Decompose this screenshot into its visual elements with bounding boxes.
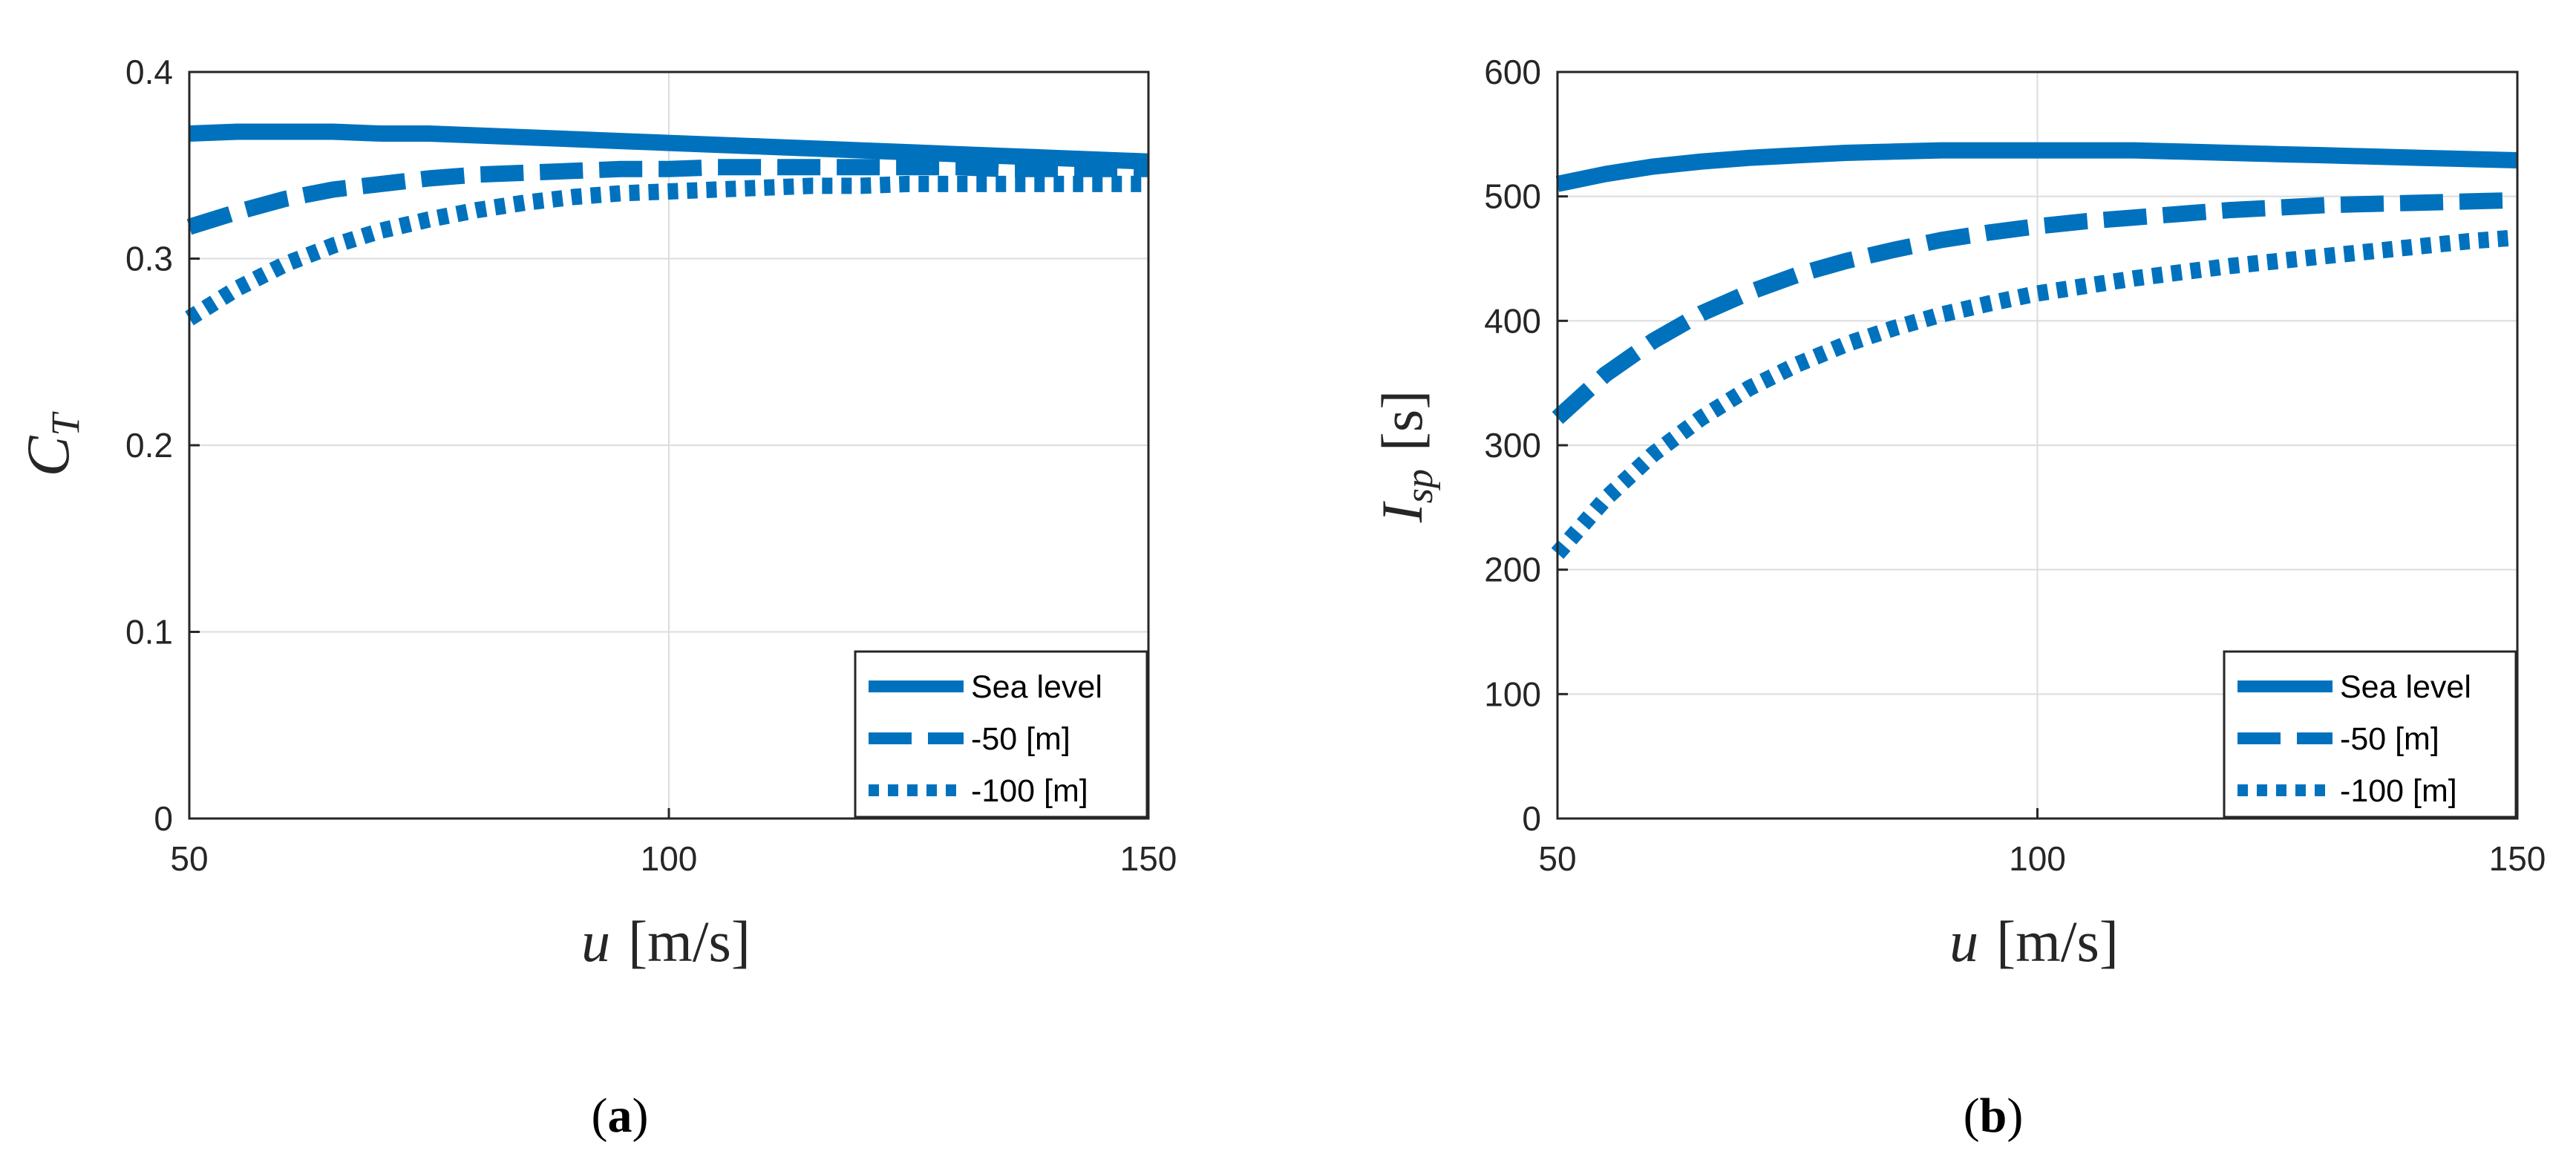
panel-a-legend: Sea level -50 [m] -100 [m] [854,650,1148,819]
panel-b-series [1551,142,2518,560]
panel-b-y-tick-label: 400 [1484,301,1541,340]
panel-b-series-line-2 [1552,191,2518,424]
panel-b-x-tick-label: 50 [1538,839,1576,878]
panel-b-y-tick-label: 0 [1522,799,1541,838]
panel-b-y-var: I [1370,500,1434,523]
panel-a-legend-label: -50 [m] [971,721,1070,757]
panel-a-y-tick-labels: 0 0.1 0.2 0.3 0.4 [125,53,173,838]
panel-a-caption: (a) [592,1089,649,1143]
panel-b-caption: (b) [1964,1089,2024,1143]
panel-b-legend-label: -50 [m] [2340,721,2439,757]
panel-a-x-tick-label: 150 [1120,839,1177,878]
panel-a-series-line-3 [185,175,1148,326]
panel-a-series-line-2 [186,159,1148,235]
panel-a-y-tick-label: 0.1 [125,613,173,652]
panel-b-plot-frame [1556,70,2519,820]
panel-b-x-var: u [1949,909,1978,974]
panel-b-legend-label: Sea level [2340,669,2471,705]
panel-b-y-tick-label: 200 [1484,551,1541,589]
panel-b-y-tick-label: 500 [1484,177,1541,216]
panel-a-legend-label: Sea level [971,669,1102,705]
panel-a-x-var: u [581,909,610,974]
panel-a-y-tick-label: 0.4 [125,53,173,91]
panel-a-caption-letter: a [608,1089,632,1143]
panel-a-y-var: C [14,435,82,476]
panel-a-y-tick-label: 0.3 [125,240,173,278]
panel-b-y-tick-label: 100 [1484,675,1541,713]
panel-a-series [185,123,1149,326]
panel-a-y-tick-label: 0 [154,799,173,838]
panel-b-x-tick-labels: 50 100 150 [1538,839,2546,878]
panel-b-legend-label: -100 [m] [2340,773,2457,809]
panel-b-y-axis-label: Isp [s] [1370,390,1441,524]
panel-b-y-sub: sp [1399,469,1441,503]
panel-b-y-unit: [s] [1370,390,1434,451]
panel-b-x-tick-label: 100 [2009,839,2066,878]
panel-b-x-axis-label: u [m/s] [1949,909,2119,974]
panel-a-x-tick-label: 100 [641,839,698,878]
panel-a-y-axis-label: CT [14,411,88,477]
panel-b-x-unit: [m/s] [1996,909,2119,974]
panel-b-chart: 50 100 150 0 100 200 300 400 500 600 u [m/s] Isp [… [1370,53,2546,1143]
panel-a-series-line-1 [189,123,1149,170]
panel-b-caption-letter: b [1980,1089,2007,1143]
panel-b-series-line-3 [1551,229,2518,560]
panel-b-legend: Sea level -50 [m] -100 [m] [2223,650,2517,819]
panel-a-legend-label: -100 [m] [971,773,1088,809]
panel-b-x-tick-label: 150 [2489,839,2546,878]
panel-a-chart: 50 100 150 0 0.1 0.2 0.3 0.4 u [m/s] CT Sea lev… [14,53,1177,1143]
panel-a-x-tick-label: 50 [170,839,208,878]
panel-a-x-axis-label: u [m/s] [581,909,751,974]
panel-b-y-tick-label: 600 [1484,53,1541,91]
panel-a-x-unit: [m/s] [628,909,751,974]
panel-b-series-line-1 [1555,142,2518,192]
panel-a-x-tick-labels: 50 100 150 [170,839,1177,878]
panel-b-y-tick-label: 300 [1484,426,1541,465]
panel-a-y-tick-label: 0.2 [125,426,173,465]
panel-a-plot-frame [188,70,1150,820]
panel-a-y-sub: T [43,411,88,436]
panel-b-y-tick-labels: 0 100 200 300 400 500 600 [1484,53,1541,838]
